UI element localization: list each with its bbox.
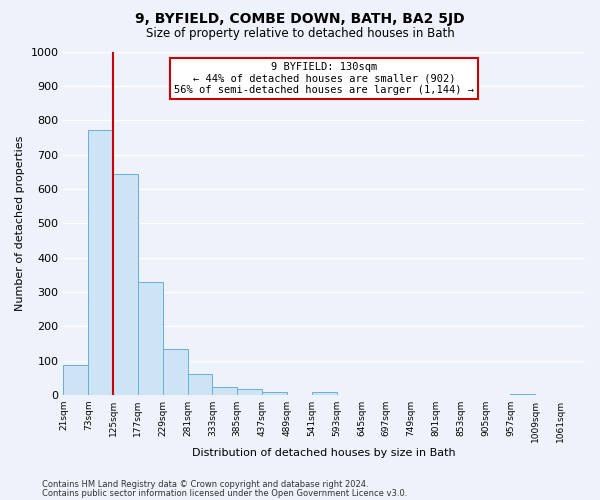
Bar xyxy=(113,174,138,395)
Text: Contains HM Land Registry data © Crown copyright and database right 2024.: Contains HM Land Registry data © Crown c… xyxy=(42,480,368,489)
Bar xyxy=(64,365,88,395)
Text: 9 BYFIELD: 130sqm
← 44% of detached houses are smaller (902)
56% of semi-detache: 9 BYFIELD: 130sqm ← 44% of detached hous… xyxy=(174,62,474,95)
Text: Contains public sector information licensed under the Open Government Licence v3: Contains public sector information licen… xyxy=(42,488,407,498)
Text: 9, BYFIELD, COMBE DOWN, BATH, BA2 5JD: 9, BYFIELD, COMBE DOWN, BATH, BA2 5JD xyxy=(135,12,465,26)
Bar xyxy=(262,392,287,395)
Y-axis label: Number of detached properties: Number of detached properties xyxy=(15,136,25,311)
Bar xyxy=(188,374,212,395)
Bar xyxy=(212,386,237,395)
Bar xyxy=(312,392,337,395)
Bar xyxy=(163,349,188,395)
Text: Size of property relative to detached houses in Bath: Size of property relative to detached ho… xyxy=(146,28,454,40)
Bar xyxy=(511,394,535,395)
Bar xyxy=(237,390,262,395)
Bar xyxy=(88,130,113,395)
X-axis label: Distribution of detached houses by size in Bath: Distribution of detached houses by size … xyxy=(193,448,456,458)
Bar xyxy=(138,282,163,395)
